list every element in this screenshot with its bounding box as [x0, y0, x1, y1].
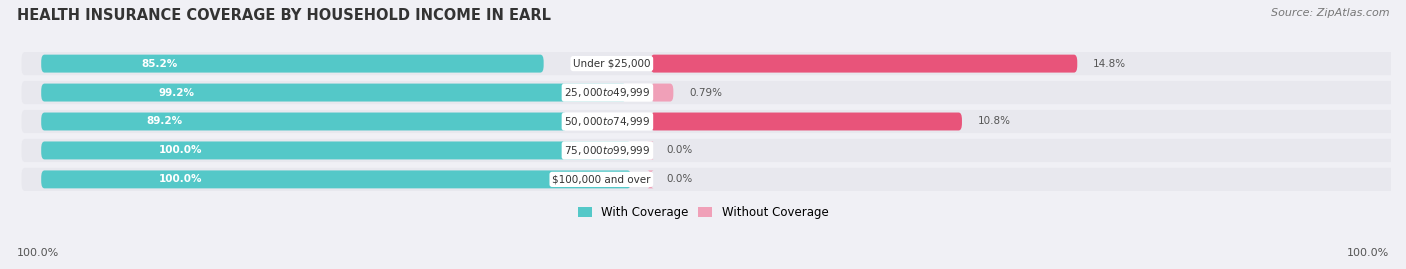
FancyBboxPatch shape [21, 168, 1398, 191]
FancyBboxPatch shape [41, 141, 631, 160]
Legend: With Coverage, Without Coverage: With Coverage, Without Coverage [572, 201, 834, 224]
FancyBboxPatch shape [41, 55, 544, 73]
Text: 100.0%: 100.0% [17, 248, 59, 258]
Text: $25,000 to $49,999: $25,000 to $49,999 [564, 86, 651, 99]
Text: 0.79%: 0.79% [689, 87, 723, 98]
FancyBboxPatch shape [41, 112, 567, 130]
Text: 85.2%: 85.2% [142, 59, 179, 69]
FancyBboxPatch shape [21, 110, 1398, 133]
FancyBboxPatch shape [21, 139, 1398, 162]
Text: 99.2%: 99.2% [159, 87, 194, 98]
FancyBboxPatch shape [41, 84, 626, 101]
Text: HEALTH INSURANCE COVERAGE BY HOUSEHOLD INCOME IN EARL: HEALTH INSURANCE COVERAGE BY HOUSEHOLD I… [17, 8, 551, 23]
Text: 10.8%: 10.8% [977, 116, 1011, 126]
Text: 100.0%: 100.0% [159, 174, 202, 184]
Text: 0.0%: 0.0% [666, 146, 693, 155]
Text: 100.0%: 100.0% [1347, 248, 1389, 258]
FancyBboxPatch shape [41, 171, 631, 188]
FancyBboxPatch shape [651, 112, 962, 130]
Text: Under $25,000: Under $25,000 [574, 59, 651, 69]
Text: 100.0%: 100.0% [159, 146, 202, 155]
FancyBboxPatch shape [651, 84, 673, 101]
FancyBboxPatch shape [647, 171, 654, 188]
Text: 14.8%: 14.8% [1092, 59, 1126, 69]
FancyBboxPatch shape [647, 141, 654, 160]
Text: 89.2%: 89.2% [146, 116, 183, 126]
Text: 0.0%: 0.0% [666, 174, 693, 184]
Text: Source: ZipAtlas.com: Source: ZipAtlas.com [1271, 8, 1389, 18]
FancyBboxPatch shape [651, 55, 1077, 73]
Text: $75,000 to $99,999: $75,000 to $99,999 [564, 144, 651, 157]
FancyBboxPatch shape [21, 52, 1398, 75]
FancyBboxPatch shape [21, 81, 1398, 104]
Text: $100,000 and over: $100,000 and over [553, 174, 651, 184]
Text: $50,000 to $74,999: $50,000 to $74,999 [564, 115, 651, 128]
